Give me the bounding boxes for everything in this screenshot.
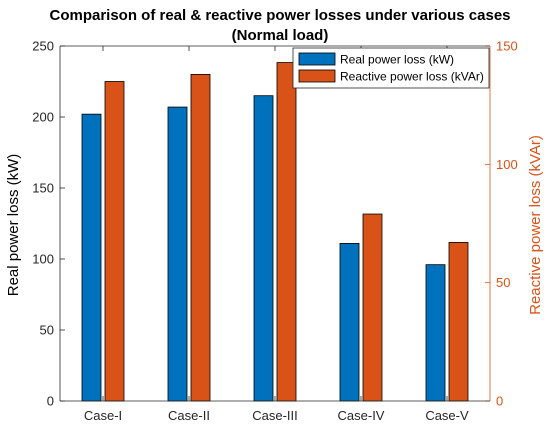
chart-subtitle: (Normal load) [232,27,329,44]
bar-real-2 [167,106,188,402]
bar-real-5 [425,264,446,402]
legend-swatch [298,52,336,66]
bars [81,62,469,402]
y-axis-label: Real power loss (kW) [5,154,22,297]
axes: Case-I Case-II Case-III Case-IV Case-V 0 50 100… [32,39,517,424]
x-tick-label: Case-IV [338,408,385,423]
x-tick-label: Case-II [168,408,210,423]
legend: Real power loss (kW) Reactive power loss … [292,47,490,89]
y-tick-label: 200 [32,110,54,125]
legend-swatch [298,69,336,83]
y2-tick-label: 100 [496,157,518,172]
x-tick-label: Case-I [84,408,122,423]
y-tick-label: 0 [47,394,54,409]
legend-entry: Real power loss (kW) [340,53,454,67]
y2-tick-label: 0 [496,394,503,409]
x-tick-label: Case-III [252,408,298,423]
plot-area [60,46,490,401]
y-tick-label: 250 [32,39,54,54]
bar-real-1 [81,113,102,402]
bar-real-4 [339,242,360,402]
bar-reactive-2 [190,74,211,402]
y2-tick-label: 150 [496,39,518,54]
legend-entry: Reactive power loss (kVAr) [340,70,484,84]
chart-title: Comparison of real & reactive power loss… [49,7,510,24]
y-tick-label: 100 [32,252,54,267]
y-tick-label: 50 [40,323,54,338]
y-tick-label: 150 [32,181,54,196]
bar-reactive-4 [362,213,383,402]
bar-reactive-5 [448,242,469,402]
bar-real-3 [253,95,274,402]
plot-background [60,46,490,401]
bar-reactive-3 [276,62,297,402]
bar-reactive-1 [104,81,125,402]
y2-tick-label: 50 [496,275,510,290]
y2-axis-label: Reactive power loss (kVAr) [527,135,544,315]
x-tick-label: Case-V [425,408,469,423]
